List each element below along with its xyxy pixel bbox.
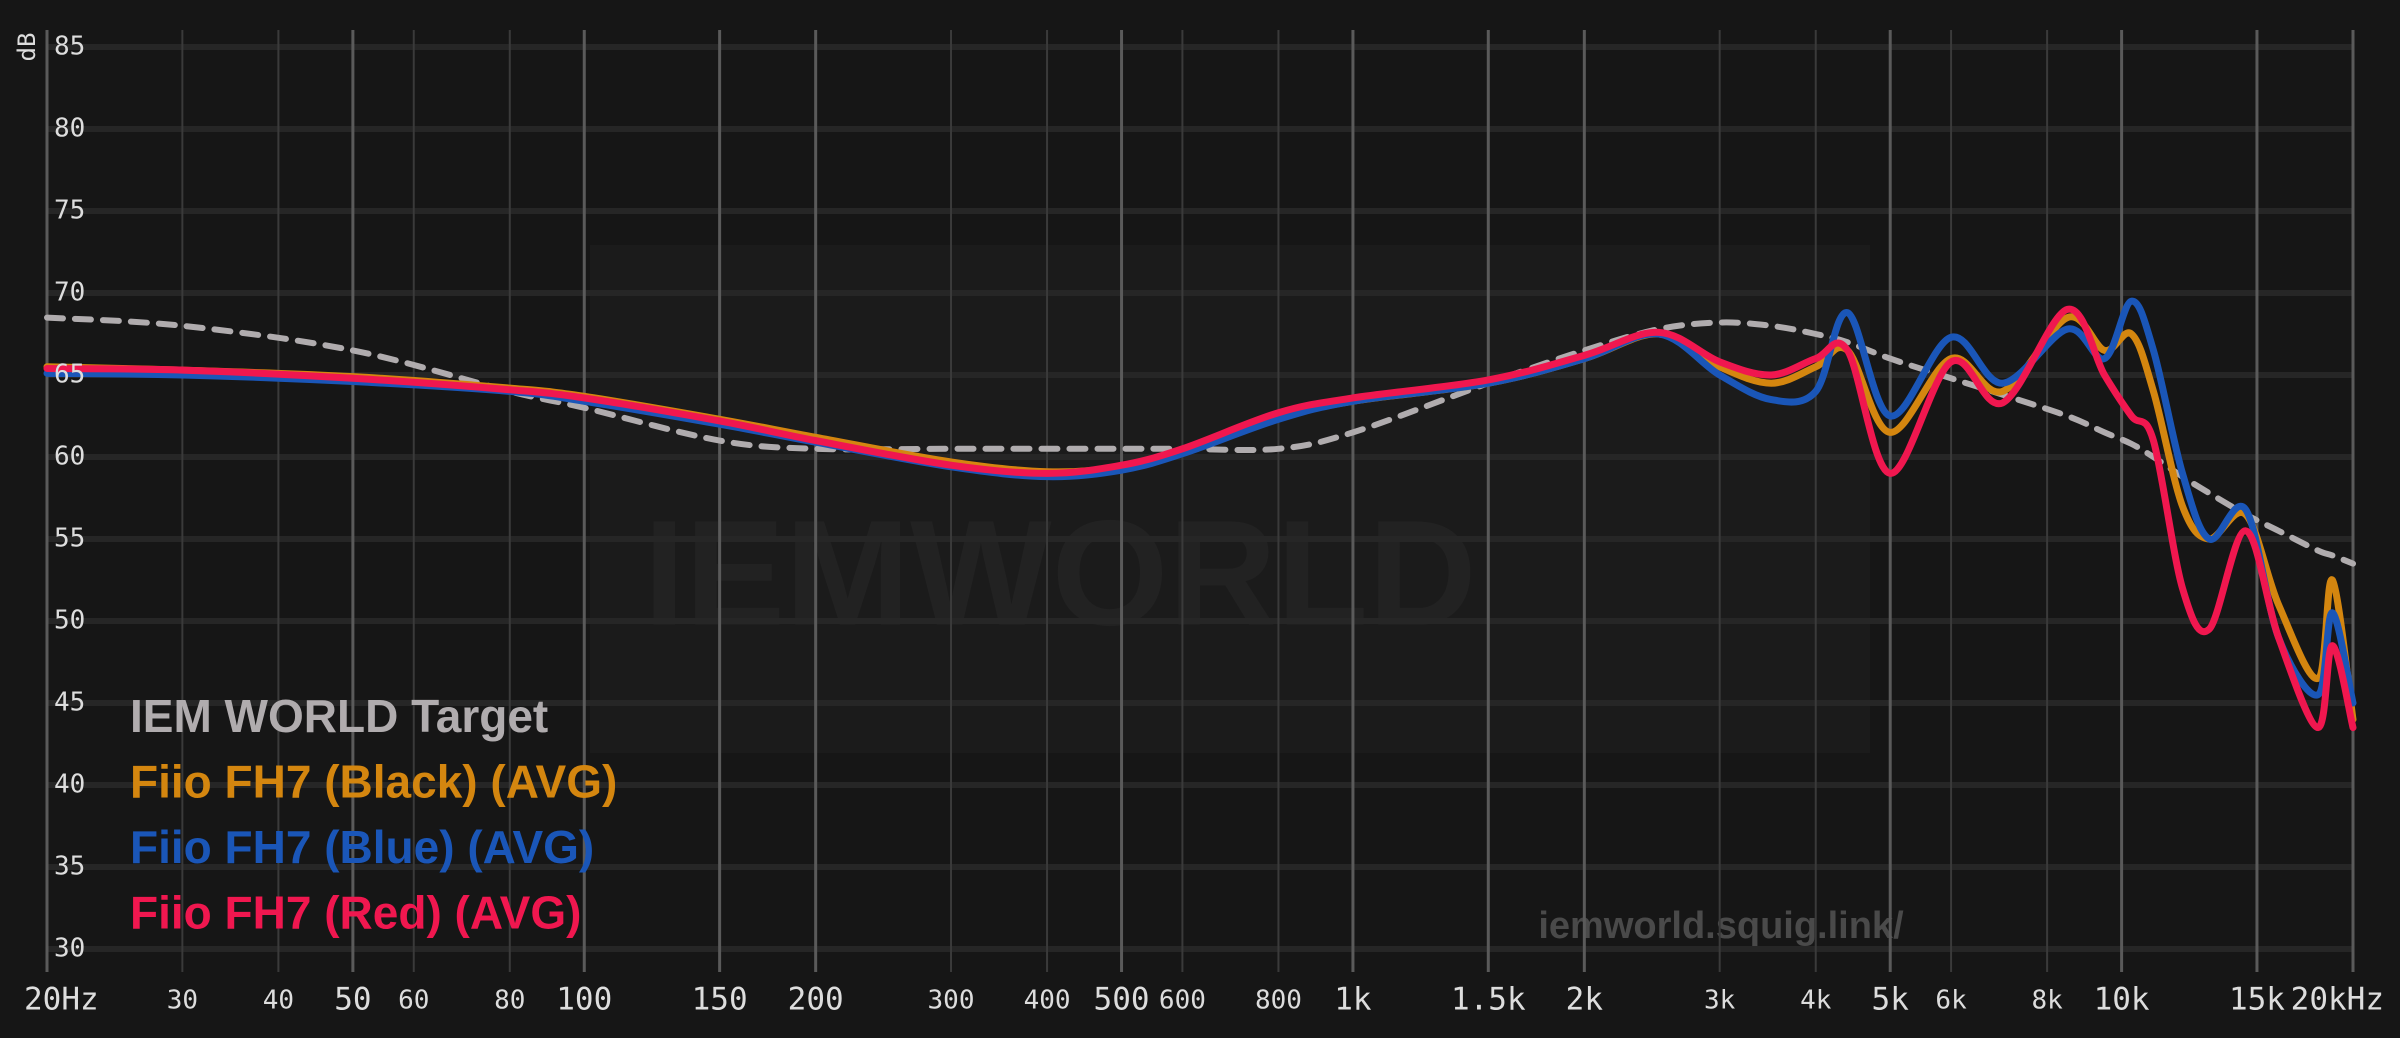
y-tick-label: 75 [54,196,85,226]
y-tick-label: 50 [54,606,85,636]
y-tick-label: 80 [54,114,85,144]
y-tick-label: 55 [54,524,85,554]
legend-entry: Fiio FH7 (Black) (AVG) [130,756,617,808]
x-tick-label: 600 [1159,986,1206,1016]
x-tick-label: 30 [167,986,198,1016]
x-tick-label: 150 [692,982,748,1018]
y-tick-label: 70 [54,278,85,308]
y-axis-label: dB [13,33,41,62]
x-tick-label: 800 [1255,986,1302,1016]
x-tick-label: 100 [556,982,612,1018]
x-tick-label: 8k [2031,986,2063,1016]
x-tick-label: 10k [2094,982,2150,1018]
x-tick-label: 500 [1094,982,1150,1018]
y-tick-label: 35 [54,852,85,882]
x-tick-label: 3k [1704,986,1736,1016]
x-tick-label: 300 [928,986,975,1016]
legend-entry: Fiio FH7 (Blue) (AVG) [130,821,594,873]
x-tick-label: 5k [1872,982,1910,1018]
x-tick-label: 1.5k [1451,982,1526,1018]
lines [43,297,2357,732]
labels: 30 35 40 45 50 55 60 65 70 75 80 85 20Hz 30 40 50 60 80 10… [24,32,2384,1018]
x-tick-label: 15k [2229,982,2285,1018]
x-tick-label: 20Hz [24,982,99,1018]
url-annotation: iemworld.squig.link/ [1538,905,1904,947]
legend-entry: Fiio FH7 (Red) (AVG) [130,887,581,939]
x-tick-label: 400 [1024,986,1071,1016]
y-tick-label: 40 [54,770,85,800]
y-tick-label: 85 [54,32,85,62]
legend-entry: IEM WORLD Target [130,690,548,742]
x-tick-label: 60 [398,986,429,1016]
x-tick-label: 6k [1935,986,1967,1016]
x-tick-label: 20kHz [2291,982,2384,1018]
y-tick-label: 45 [54,688,85,718]
y-tick-label: 30 [54,934,85,964]
watermark: IEMWORLD [643,489,1476,657]
x-tick-label: 50 [334,982,371,1018]
x-tick-label: 40 [263,986,294,1016]
y-tick-label: 65 [54,360,85,390]
x-tick-label: 1k [1334,982,1372,1018]
x-tick-label: 4k [1800,986,1832,1016]
x-tick-label: 200 [788,982,844,1018]
x-tick-label: 80 [494,986,525,1016]
y-tick-label: 60 [54,442,85,472]
series-line [43,305,2357,732]
x-tick-label: 2k [1566,982,1604,1018]
